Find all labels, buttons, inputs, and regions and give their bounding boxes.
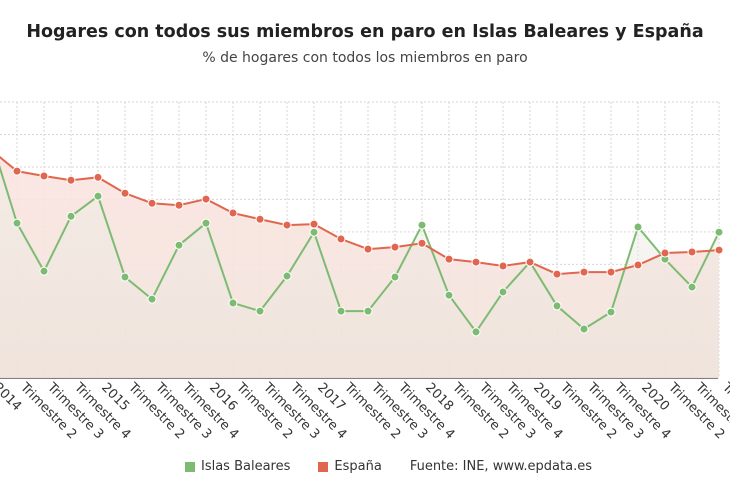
legend-label: España <box>334 459 382 474</box>
data-point-islas-baleares <box>93 191 103 201</box>
data-point-espana <box>282 220 292 230</box>
data-point-espana <box>93 172 103 182</box>
legend-item-islas-baleares[interactable]: Islas Baleares <box>185 459 290 474</box>
data-point-islas-baleares <box>66 211 76 221</box>
chart-subtitle: % de hogares con todos los miembros en p… <box>202 50 528 66</box>
data-point-espana <box>714 245 724 255</box>
data-point-islas-baleares <box>606 307 616 317</box>
data-point-espana <box>228 208 238 218</box>
data-point-espana <box>390 242 400 252</box>
data-point-espana <box>687 247 697 257</box>
data-point-islas-baleares <box>579 324 589 334</box>
data-point-islas-baleares <box>714 227 724 237</box>
series-line-islas-baleares <box>0 164 720 334</box>
x-tick-label: 2014 <box>0 380 24 414</box>
data-point-espana <box>498 261 508 271</box>
data-point-islas-baleares <box>336 306 346 316</box>
chart-title: Hogares con todos sus miembros en paro e… <box>26 22 704 42</box>
data-point-islas-baleares <box>633 222 643 232</box>
data-point-espana <box>660 248 670 258</box>
data-point-espana <box>120 188 130 198</box>
data-point-espana <box>147 198 157 208</box>
data-point-espana <box>471 257 481 267</box>
data-point-islas-baleares <box>147 294 157 304</box>
data-point-islas-baleares <box>687 282 697 292</box>
data-point-islas-baleares <box>255 306 265 316</box>
data-point-islas-baleares <box>228 298 238 308</box>
data-point-espana <box>579 267 589 277</box>
data-point-espana <box>525 257 535 267</box>
data-point-espana <box>12 166 22 176</box>
legend: Islas Baleares España Fuente: INE, www.e… <box>185 459 592 474</box>
data-point-espana <box>417 238 427 248</box>
data-point-espana <box>606 267 616 277</box>
legend-swatch <box>185 461 195 472</box>
data-point-islas-baleares <box>12 218 22 228</box>
data-point-espana <box>336 234 346 244</box>
source-note: Fuente: INE, www.epdata.es <box>409 459 592 474</box>
data-point-islas-baleares <box>417 220 427 230</box>
data-point-islas-baleares <box>120 272 130 282</box>
data-point-espana <box>633 260 643 270</box>
data-point-espana <box>174 200 184 210</box>
area-islas-baleares <box>0 168 719 378</box>
data-point-islas-baleares <box>471 327 481 337</box>
data-point-espana <box>201 194 211 204</box>
data-point-islas-baleares <box>498 287 508 297</box>
data-point-islas-baleares <box>390 272 400 282</box>
series-line-espana <box>0 155 720 276</box>
data-point-espana <box>552 269 562 279</box>
data-point-islas-baleares <box>201 218 211 228</box>
data-point-islas-baleares <box>444 290 454 300</box>
data-point-espana <box>309 219 319 229</box>
data-point-islas-baleares <box>552 301 562 311</box>
legend-label: Islas Baleares <box>201 459 291 474</box>
data-point-islas-baleares <box>309 227 319 237</box>
legend-item-espana[interactable]: España <box>318 459 382 474</box>
legend-swatch <box>318 461 329 472</box>
data-point-espana <box>444 254 454 264</box>
data-point-islas-baleares <box>174 240 184 250</box>
data-point-espana <box>255 214 265 224</box>
data-point-islas-baleares <box>282 271 292 281</box>
data-point-islas-baleares <box>39 266 49 276</box>
data-point-espana <box>39 171 49 181</box>
data-point-islas-baleares <box>363 306 373 316</box>
data-point-espana <box>66 175 76 185</box>
data-point-espana <box>363 244 373 254</box>
